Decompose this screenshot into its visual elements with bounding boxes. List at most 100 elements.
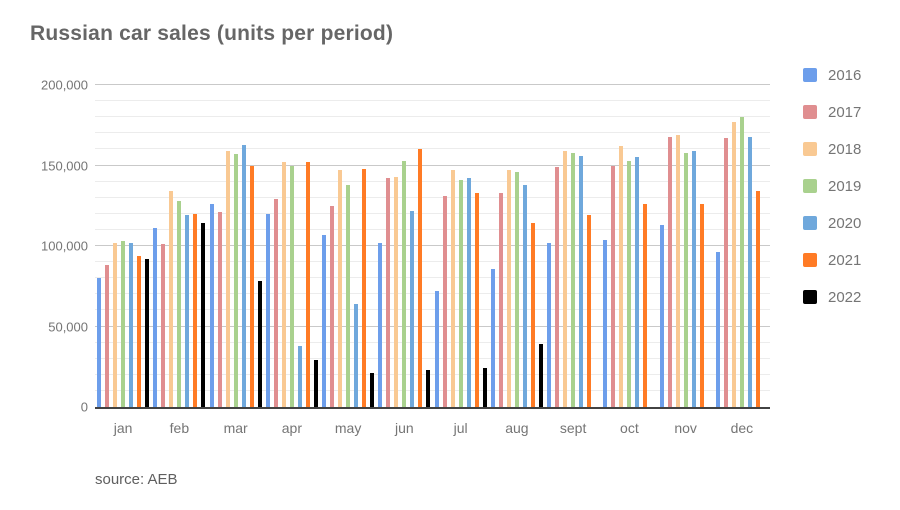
- bar-2019-oct: [627, 160, 632, 407]
- chart-title: Russian car sales (units per period): [30, 22, 394, 45]
- bar-2020-aug: [522, 184, 527, 407]
- bar-2018-dec: [731, 122, 736, 407]
- y-tick-label: 100,000: [41, 238, 88, 254]
- legend-swatch-icon: [803, 216, 817, 230]
- major-gridline: [95, 325, 770, 327]
- bar-2018-may: [338, 170, 343, 407]
- bar-2020-dec: [747, 136, 752, 407]
- bar-group-dec: [714, 85, 770, 407]
- bar-2022-may: [370, 373, 375, 407]
- bar-2016-jul: [434, 291, 439, 407]
- minor-gridline: [95, 389, 770, 391]
- major-gridline: [95, 245, 770, 246]
- minor-gridline: [95, 132, 770, 134]
- bar-2017-jun: [386, 178, 391, 407]
- minor-gridline: [95, 309, 770, 311]
- plot-area: [95, 84, 770, 409]
- bar-2020-jan: [129, 242, 134, 407]
- bar-2022-feb: [201, 223, 206, 407]
- x-tick-label-nov: nov: [674, 420, 697, 436]
- bar-2022-jun: [426, 369, 431, 407]
- minor-gridline: [95, 357, 770, 359]
- bar-2019-feb: [177, 200, 182, 407]
- bar-2017-jul: [442, 196, 447, 407]
- legend-label: 2019: [828, 177, 862, 195]
- bar-2021-apr: [305, 162, 310, 407]
- bar-group-feb: [151, 85, 207, 407]
- bar-group-may: [320, 85, 376, 407]
- bar-2022-jul: [482, 368, 487, 407]
- bar-2020-may: [354, 303, 359, 407]
- bar-2020-oct: [635, 157, 640, 407]
- y-tick-label: 200,000: [41, 77, 88, 93]
- legend-label: 2016: [828, 66, 862, 84]
- bar-2021-nov: [699, 204, 704, 407]
- legend-label: 2021: [828, 251, 862, 269]
- x-tick-label-jun: jun: [395, 420, 414, 436]
- y-tick-label: 50,000: [48, 319, 88, 334]
- bar-2020-nov: [691, 151, 696, 407]
- bar-group-oct: [601, 85, 657, 407]
- legend: 2016 2017 2018 2019 2020 2021 2022: [803, 64, 861, 323]
- bar-2018-jun: [394, 176, 399, 407]
- bar-2021-dec: [755, 191, 760, 407]
- x-tick-label-sept: sept: [559, 420, 587, 436]
- y-tick-label: 150,000: [41, 158, 88, 173]
- bar-2021-feb: [193, 213, 198, 407]
- source-note: source: AEB: [95, 471, 178, 488]
- y-tick-label: 0: [80, 399, 88, 415]
- bar-2017-sept: [555, 167, 560, 407]
- legend-item-2018: 2018: [803, 138, 861, 160]
- bar-2021-jan: [137, 255, 142, 407]
- minor-gridline: [95, 293, 770, 295]
- bar-2017-oct: [611, 165, 616, 407]
- bar-2017-mar: [217, 212, 222, 407]
- bar-2019-jun: [402, 160, 407, 407]
- minor-gridline: [95, 261, 770, 263]
- bar-group-sept: [545, 85, 601, 407]
- bar-2019-dec: [739, 117, 744, 407]
- bar-2016-apr: [265, 213, 270, 407]
- bar-2020-jul: [466, 178, 471, 407]
- x-tick-label-jan: jan: [113, 420, 133, 436]
- bar-2020-sept: [579, 155, 584, 407]
- bar-2018-feb: [169, 191, 174, 407]
- bar-2019-jul: [458, 180, 463, 407]
- x-axis: jan feb mar apr may jun jul aug sept oct nov dec: [95, 420, 770, 436]
- bar-2022-aug: [538, 344, 543, 407]
- x-tick-label-may: may: [334, 420, 362, 436]
- legend-item-2017: 2017: [803, 101, 861, 123]
- legend-item-2016: 2016: [803, 64, 861, 86]
- bar-2021-aug: [530, 223, 535, 407]
- bar-2019-apr: [289, 165, 294, 407]
- bar-group-apr: [264, 85, 320, 407]
- bar-2019-aug: [514, 171, 519, 407]
- minor-gridline: [95, 228, 770, 230]
- bar-2016-nov: [659, 225, 664, 407]
- minor-gridline: [95, 180, 770, 182]
- bar-2016-dec: [715, 252, 720, 407]
- x-tick-label-feb: feb: [169, 420, 190, 436]
- legend-swatch-icon: [803, 179, 817, 193]
- bar-2021-oct: [643, 204, 648, 407]
- bar-2017-may: [330, 205, 335, 407]
- minor-gridline: [95, 116, 770, 118]
- legend-swatch-icon: [803, 105, 817, 119]
- x-tick-label-oct: oct: [620, 420, 639, 436]
- bar-2021-jun: [418, 149, 423, 407]
- bar-2017-apr: [273, 199, 278, 407]
- bar-2017-feb: [161, 244, 166, 407]
- minor-gridline: [95, 373, 770, 375]
- bar-2019-jan: [121, 241, 126, 407]
- legend-item-2021: 2021: [803, 249, 861, 271]
- x-tick-label-aug: aug: [505, 420, 529, 436]
- bar-2018-apr: [281, 162, 286, 407]
- bar-2019-sept: [571, 152, 576, 407]
- bar-group-aug: [489, 85, 545, 407]
- bar-2017-nov: [667, 136, 672, 407]
- bar-2018-sept: [563, 151, 568, 407]
- y-axis: 0 50,000 100,000 150,000 200,000: [18, 78, 88, 415]
- bar-2019-may: [346, 184, 351, 407]
- bar-group-jun: [376, 85, 432, 407]
